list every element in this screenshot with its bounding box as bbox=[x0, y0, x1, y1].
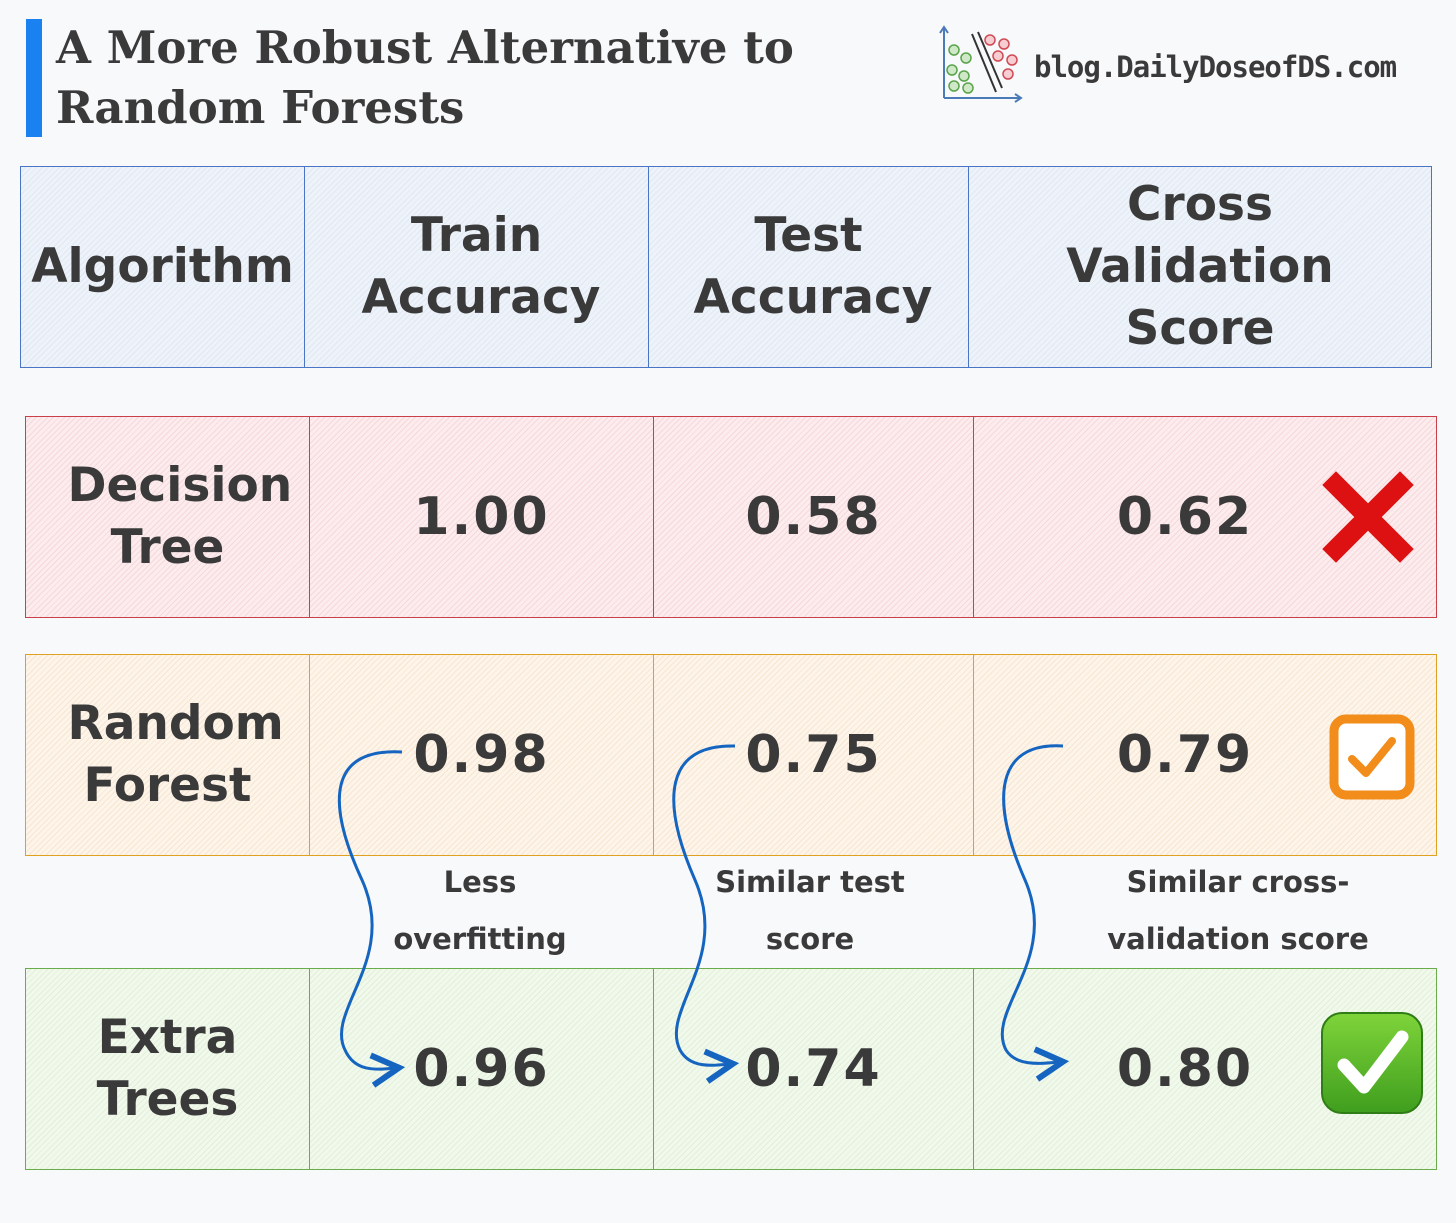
column-header-cross-validation-score: Cross Validation Score bbox=[969, 167, 1431, 367]
title-accent-bar bbox=[26, 19, 42, 137]
algorithm-name-cell: Extra Trees bbox=[26, 969, 310, 1169]
column-header-label: Cross Validation Score bbox=[1066, 177, 1334, 356]
table-row-random-forest: Random Forest 0.98 0.75 0.79 bbox=[25, 654, 1437, 856]
page-title: A More Robust Alternative to Random Fore… bbox=[56, 21, 794, 134]
test-accuracy-cell: 0.58 bbox=[654, 417, 974, 617]
train-accuracy-cell: 0.96 bbox=[310, 969, 654, 1169]
orange-checkbox-icon bbox=[1329, 714, 1415, 800]
test-accuracy-value: 0.58 bbox=[745, 487, 882, 547]
annotation-less-overfitting: Less overfitting bbox=[393, 865, 567, 956]
column-header-test-accuracy: Test Accuracy bbox=[649, 167, 969, 367]
test-accuracy-cell: 0.74 bbox=[654, 969, 974, 1169]
table-header: Algorithm Train Accuracy Test Accuracy C… bbox=[20, 166, 1432, 368]
annotation-similar-test-score: Similar test score bbox=[715, 865, 905, 956]
cv-score-value: 0.62 bbox=[1116, 487, 1254, 547]
site-url: blog.DailyDoseofDS.com bbox=[1034, 50, 1397, 84]
test-accuracy-value: 0.75 bbox=[745, 725, 882, 785]
cv-score-value: 0.79 bbox=[1116, 725, 1254, 785]
cv-score-value: 0.80 bbox=[1116, 1039, 1254, 1099]
cv-score-cell: 0.62 bbox=[974, 417, 1436, 617]
algorithm-name-cell: Random Forest bbox=[26, 655, 310, 855]
test-accuracy-value: 0.74 bbox=[745, 1039, 882, 1099]
train-accuracy-value: 1.00 bbox=[413, 487, 550, 547]
column-header-label: Test Accuracy bbox=[693, 208, 933, 325]
cv-score-cell: 0.80 bbox=[974, 969, 1436, 1169]
algorithm-name: Extra Trees bbox=[96, 1010, 239, 1127]
algorithm-name: Random Forest bbox=[67, 696, 284, 813]
red-cross-icon bbox=[1322, 471, 1414, 563]
table-row-decision-tree: Decision Tree 1.00 0.58 0.62 bbox=[25, 416, 1437, 618]
cv-score-cell: 0.79 bbox=[974, 655, 1436, 855]
column-header-train-accuracy: Train Accuracy bbox=[305, 167, 649, 367]
train-accuracy-value: 0.98 bbox=[413, 725, 550, 785]
table-row-extra-trees: Extra Trees 0.96 0.74 0.80 bbox=[25, 968, 1437, 1170]
algorithm-name: Decision Tree bbox=[67, 458, 293, 575]
train-accuracy-cell: 0.98 bbox=[310, 655, 654, 855]
column-header-label: Train Accuracy bbox=[361, 208, 601, 325]
train-accuracy-value: 0.96 bbox=[413, 1039, 550, 1099]
scatter-plot-logo-icon bbox=[939, 25, 1023, 103]
test-accuracy-cell: 0.75 bbox=[654, 655, 974, 855]
algorithm-name-cell: Decision Tree bbox=[26, 417, 310, 617]
train-accuracy-cell: 1.00 bbox=[310, 417, 654, 617]
green-check-icon bbox=[1321, 1012, 1423, 1114]
column-header-algorithm: Algorithm bbox=[21, 167, 305, 367]
annotation-similar-cv-score: Similar cross-validation score bbox=[1107, 865, 1369, 956]
